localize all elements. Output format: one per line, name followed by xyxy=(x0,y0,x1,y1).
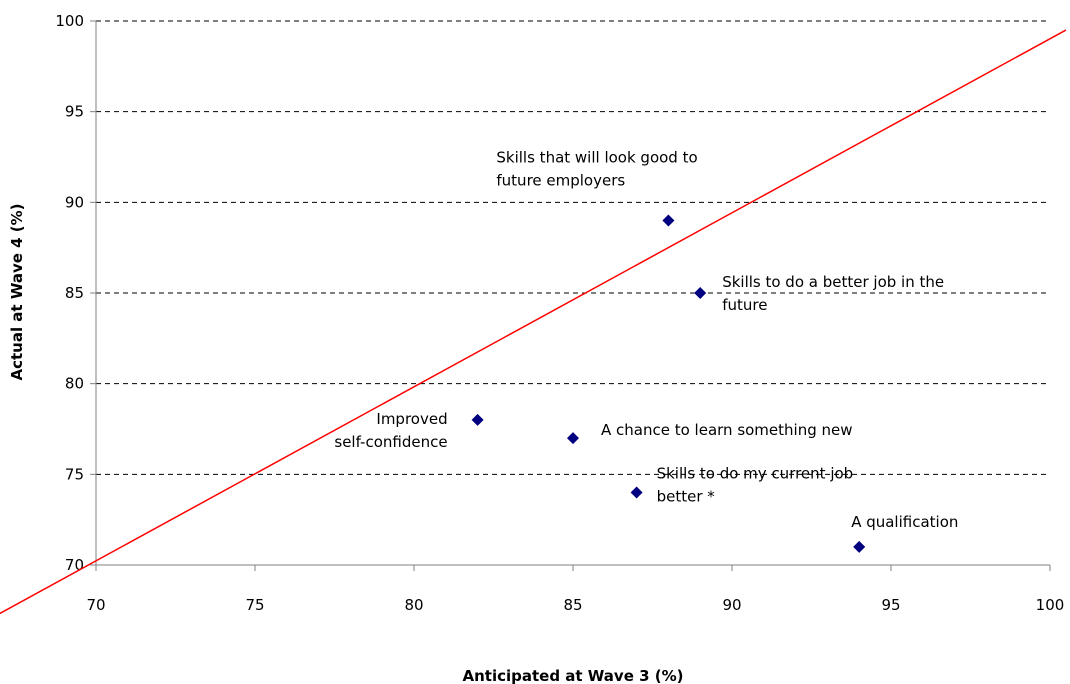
y-tick-label-70: 70 xyxy=(65,556,84,574)
data-point-2 xyxy=(694,287,707,299)
data-label-1-line-1: Skills that will look good to xyxy=(496,148,697,166)
data-label-6-line-1: A qualification xyxy=(851,513,958,531)
data-point-1 xyxy=(662,214,675,227)
data-points xyxy=(471,214,866,553)
data-point-6 xyxy=(853,540,866,553)
data-label-2-line-2: future xyxy=(722,296,767,314)
x-tick-label-85: 85 xyxy=(563,596,582,614)
y-axis-title: Actual at Wave 4 (%) xyxy=(8,203,26,380)
y-tick-label-100: 100 xyxy=(55,12,84,30)
data-label-1-line-2: future employers xyxy=(496,171,625,189)
data-label-3-line-1: Improved xyxy=(376,410,447,428)
data-point-3 xyxy=(471,413,484,426)
data-label-5-line-1: Skills to do my current job xyxy=(657,464,854,482)
data-label-5-line-2: better * xyxy=(657,487,716,505)
y-tick-label-85: 85 xyxy=(65,284,84,302)
y-tick-label-95: 95 xyxy=(65,103,84,121)
x-tick-label-80: 80 xyxy=(404,596,423,614)
x-tick-label-70: 70 xyxy=(86,596,105,614)
data-label-3-line-2: self-confidence xyxy=(334,433,447,451)
data-point-5 xyxy=(630,486,643,499)
data-label-2-line-1: Skills to do a better job in the xyxy=(722,273,944,291)
x-tick-label-90: 90 xyxy=(722,596,741,614)
y-tick-label-90: 90 xyxy=(65,193,84,211)
reference-line xyxy=(0,29,1067,615)
x-tick-label-95: 95 xyxy=(881,596,900,614)
y-tick-label-80: 80 xyxy=(65,375,84,393)
gridlines xyxy=(96,20,1050,475)
x-tick-label-75: 75 xyxy=(245,596,264,614)
point-labels: Skills that will look good to future empl… xyxy=(334,148,958,530)
data-label-4-line-1: A chance to learn something new xyxy=(601,421,853,439)
reference-line-layer xyxy=(0,29,1067,615)
y-tick-label-75: 75 xyxy=(65,465,84,483)
tick-labels: 70 75 80 85 90 95 100 70 75 80 85 90 95 100 xyxy=(55,12,1064,614)
x-axis-title: Anticipated at Wave 3 (%) xyxy=(462,667,683,684)
x-tick-label-100: 100 xyxy=(1036,596,1065,614)
data-point-4 xyxy=(567,432,579,445)
